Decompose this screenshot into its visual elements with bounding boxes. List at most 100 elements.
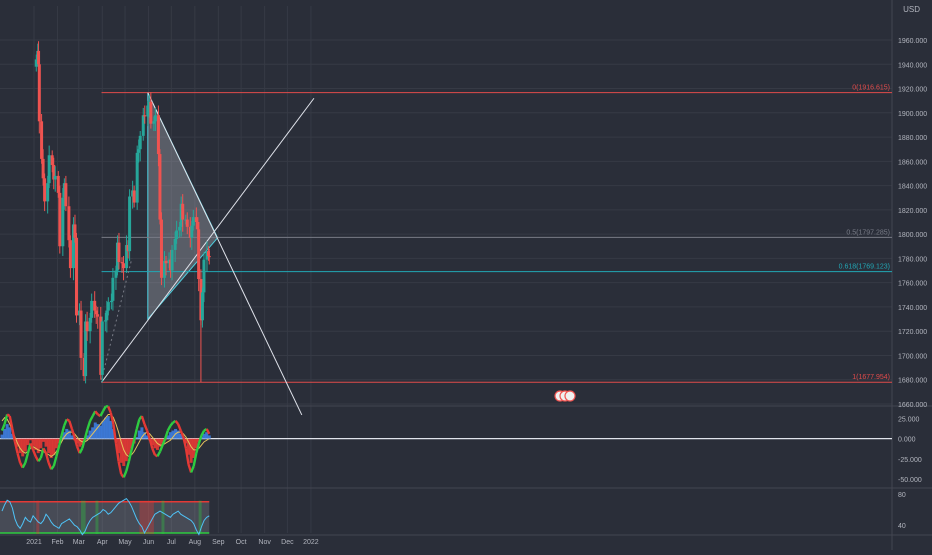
histogram-bar xyxy=(34,438,38,450)
candle-body xyxy=(164,260,168,264)
candle-body xyxy=(82,357,86,377)
histogram-bar xyxy=(194,438,198,449)
histogram-bar xyxy=(168,432,172,439)
histogram-bar xyxy=(135,437,139,439)
histogram-bar xyxy=(88,430,92,439)
candle-body xyxy=(173,238,177,250)
candle-body xyxy=(41,158,45,179)
oscillator-segment xyxy=(6,413,11,418)
price-tick-label: 1840.000 xyxy=(898,184,927,191)
oscillator-tick-label: 25.000 xyxy=(898,416,920,423)
candle-body xyxy=(159,219,163,278)
oscillator-segment xyxy=(158,444,164,452)
candle-body xyxy=(62,183,66,198)
rsi-signal-zone xyxy=(198,500,202,534)
candle-body xyxy=(109,300,113,303)
histogram-bar xyxy=(8,427,12,439)
candle-body xyxy=(132,190,136,203)
rsi-tick-label: 80 xyxy=(898,492,906,499)
histogram-bar xyxy=(179,433,183,439)
histogram-bar xyxy=(137,430,141,439)
histogram-bar xyxy=(127,438,131,455)
price-tick-label: 1820.000 xyxy=(898,208,927,215)
oscillator-segment xyxy=(42,447,48,454)
candle-body xyxy=(37,64,41,122)
price-tick-label: 1880.000 xyxy=(898,135,927,142)
candle-body xyxy=(128,196,132,252)
event-marker-icon xyxy=(564,390,576,402)
oscillator-segment xyxy=(107,405,112,414)
candle-body xyxy=(46,183,50,202)
oscillator-segment xyxy=(21,462,27,469)
histogram-bar xyxy=(189,438,193,463)
histogram-bar xyxy=(205,432,209,439)
oscillator-segment xyxy=(190,465,195,473)
candle-body xyxy=(207,251,211,256)
candle-body xyxy=(141,115,145,136)
oscillator-segment xyxy=(164,430,169,439)
oscillator-segment xyxy=(11,428,17,443)
histogram-bar xyxy=(142,432,146,439)
histogram-bar xyxy=(78,438,82,447)
histogram-bar xyxy=(130,438,134,449)
histogram-bar xyxy=(98,425,102,439)
candle-body xyxy=(196,222,200,230)
date-tick-label: Aug xyxy=(189,539,202,546)
candle-body xyxy=(74,237,78,316)
oscillator-segment xyxy=(29,443,35,451)
candle-body xyxy=(138,135,142,150)
price-tick-label: 1700.000 xyxy=(898,353,927,360)
candle-body xyxy=(162,260,166,278)
candle-body xyxy=(99,316,103,375)
date-tick-label: Feb xyxy=(51,539,63,546)
histogram-bar xyxy=(62,432,66,439)
histogram-bar xyxy=(184,438,188,444)
histogram-bar xyxy=(18,438,22,454)
histogram-bar xyxy=(145,435,149,439)
rising-trend-line xyxy=(101,97,315,383)
histogram-bar xyxy=(106,416,110,439)
candle-body xyxy=(52,164,56,180)
oscillator-segment xyxy=(68,420,74,430)
candle-body xyxy=(68,240,72,269)
date-tick-label: 2022 xyxy=(303,539,319,546)
histogram-bar xyxy=(202,433,206,439)
candle-body xyxy=(50,155,54,165)
histogram-bar xyxy=(47,438,51,454)
oscillator-segment xyxy=(112,423,118,444)
histogram-bar xyxy=(70,435,74,439)
candle-body xyxy=(111,277,115,301)
oscillator-segment xyxy=(94,410,99,416)
oscillator-segment xyxy=(161,438,167,446)
candle-body xyxy=(135,152,139,203)
oscillator-tick-label: -50.000 xyxy=(898,477,922,484)
candle-body xyxy=(64,183,68,207)
candle-body xyxy=(149,101,153,124)
oscillator-segment xyxy=(143,423,149,432)
histogram-bar xyxy=(36,438,40,454)
histogram-bar xyxy=(192,438,196,458)
candle-body xyxy=(125,245,129,269)
histogram-bar xyxy=(117,438,121,454)
rsi-signal-zone xyxy=(161,500,165,534)
candle-body xyxy=(37,50,41,65)
price-tick-label: 1660.000 xyxy=(898,402,927,409)
price-tick-label: 1800.000 xyxy=(898,232,927,239)
axes-layer[interactable]: 1960.000 1940.000 1920.000 1900.000 1880.000… xyxy=(26,38,927,546)
oscillator-segment xyxy=(0,423,6,432)
oscillator-segment xyxy=(122,470,128,478)
rsi-panel xyxy=(0,497,210,536)
histogram-bar xyxy=(75,438,79,444)
candle-body xyxy=(34,59,38,67)
histogram-bar xyxy=(119,438,123,463)
oscillator-segment xyxy=(182,436,188,449)
oscillator-segment xyxy=(172,419,177,424)
oscillator-segment xyxy=(174,420,180,425)
histogram-bar xyxy=(140,427,144,439)
candle-body xyxy=(197,229,201,280)
oscillator-segment xyxy=(44,452,50,464)
oscillator-segment xyxy=(130,439,136,451)
candle-body xyxy=(205,251,209,260)
